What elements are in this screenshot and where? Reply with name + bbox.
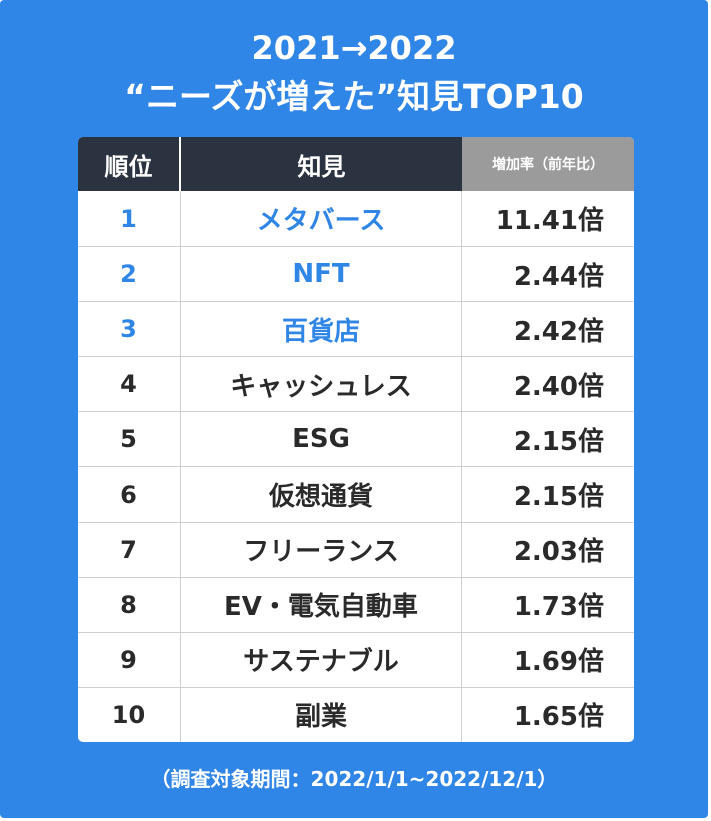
rate-cell: 2.15倍 (513, 482, 604, 513)
rate-cell: 1.69倍 (513, 647, 604, 678)
rank-cell: 1 (120, 204, 137, 233)
rank-cell: 2 (120, 260, 137, 289)
name-cell: NFT (180, 247, 462, 302)
rank-cell: 6 (120, 480, 137, 509)
name-cell: フリーランス (180, 522, 462, 577)
name-cell: 百貨店 (180, 302, 462, 357)
name-cell: 副業 (180, 687, 462, 742)
table-row: 5 ESG 2.15倍 (78, 411, 634, 467)
rank-cell: 3 (120, 315, 137, 344)
rate-cell: 2.15倍 (513, 426, 604, 457)
rank-cell: 10 (111, 700, 146, 729)
name-cell: キャッシュレス (180, 357, 462, 412)
ranking-table: 順位 知見 増加率（前年比） 1 メタバース 11.41倍 2 NFT 2.44… (78, 137, 634, 742)
name-cell: メタバース (180, 191, 462, 247)
table-row: 9 サステナブル 1.69倍 (78, 631, 634, 687)
table-row: 2 NFT 2.44倍 (78, 246, 634, 302)
name-cell: サステナブル (180, 632, 462, 687)
table-row: 6 仮想通貨 2.15倍 (78, 466, 634, 522)
rate-cell: 1.73倍 (513, 592, 604, 623)
title-heading: “ニーズが増えた”知見TOP10 (124, 77, 584, 116)
rank-cell: 8 (120, 590, 137, 619)
rate-cell: 2.42倍 (513, 316, 604, 347)
rate-cell: 2.40倍 (513, 371, 604, 402)
title-period: 2021→2022 (251, 29, 457, 67)
table-body: 1 メタバース 11.41倍 2 NFT 2.44倍 3 百貨店 2.42倍 4… (78, 191, 634, 742)
header-name: 知見 (181, 137, 462, 191)
rate-cell: 2.03倍 (513, 537, 604, 568)
rank-cell: 4 (120, 370, 137, 399)
name-cell: EV・電気自動車 (180, 577, 462, 632)
rate-cell: 11.41倍 (495, 206, 604, 237)
table-row: 1 メタバース 11.41倍 (78, 191, 634, 247)
table-row: 7 フリーランス 2.03倍 (78, 521, 634, 577)
rank-cell: 5 (120, 425, 137, 454)
rank-cell: 7 (120, 535, 137, 564)
table-row: 3 百貨店 2.42倍 (78, 301, 634, 357)
name-cell: 仮想通貨 (180, 467, 462, 522)
name-cell: ESG (180, 412, 462, 467)
rank-cell: 9 (120, 645, 137, 674)
rate-cell: 1.65倍 (513, 702, 604, 733)
header-rank: 順位 (78, 137, 179, 191)
survey-period-note: （調査対象期間：2022/1/1~2022/12/1） (150, 767, 558, 791)
table-row: 4 キャッシュレス 2.40倍 (78, 356, 634, 412)
header-rate: 増加率（前年比） (462, 137, 634, 191)
table-row: 10 副業 1.65倍 (78, 686, 634, 742)
table-row: 8 EV・電気自動車 1.73倍 (78, 576, 634, 632)
rate-cell: 2.44倍 (513, 261, 604, 292)
